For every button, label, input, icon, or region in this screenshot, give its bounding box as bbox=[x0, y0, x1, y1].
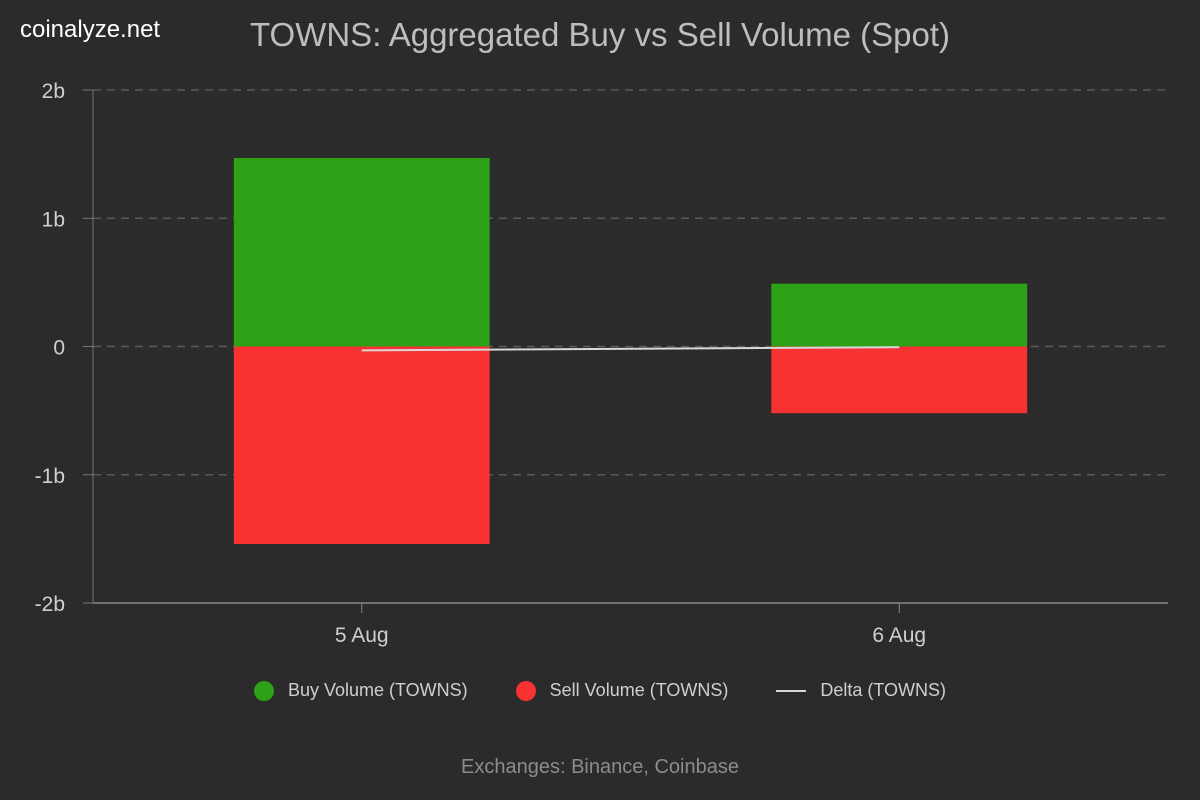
legend-label-delta: Delta (TOWNS) bbox=[820, 680, 947, 700]
y-tick-label: 0 bbox=[53, 337, 65, 360]
buy-volume-bar bbox=[233, 157, 490, 347]
y-tick-label: -1b bbox=[35, 465, 65, 488]
y-tick-label: -2b bbox=[35, 593, 65, 616]
bars bbox=[233, 157, 1028, 545]
gridlines bbox=[93, 89, 1168, 476]
legend-item-delta[interactable]: Delta (TOWNS) bbox=[776, 680, 946, 701]
delta-swatch bbox=[776, 689, 807, 692]
legend-item-sell[interactable]: Sell Volume (TOWNS) bbox=[515, 680, 729, 701]
delta-line-layer bbox=[361, 346, 900, 352]
sell-volume-bar bbox=[771, 346, 1028, 414]
chart-title: TOWNS: Aggregated Buy vs Sell Volume (Sp… bbox=[249, 16, 951, 53]
sell-volume-swatch bbox=[515, 680, 536, 701]
delta-line bbox=[361, 346, 900, 352]
buy-volume-bar bbox=[771, 283, 1028, 347]
y-tick-label: 2b bbox=[42, 80, 65, 103]
legend: Buy Volume (TOWNS) Sell Volume (TOWNS) D… bbox=[0, 680, 1200, 701]
buy-volume-swatch bbox=[253, 680, 274, 701]
brand-logo[interactable]: coinalyze.net bbox=[20, 16, 161, 43]
x-tick-label: 6 Aug bbox=[872, 624, 926, 647]
exchanges-footer: Exchanges: Binance, Coinbase bbox=[461, 756, 739, 778]
y-tick-label: 1b bbox=[42, 208, 65, 231]
x-tick-label: 5 Aug bbox=[335, 624, 389, 647]
axes bbox=[83, 89, 1168, 613]
legend-item-buy[interactable]: Buy Volume (TOWNS) bbox=[253, 680, 468, 701]
legend-label-buy: Buy Volume (TOWNS) bbox=[287, 680, 468, 700]
legend-label-sell: Sell Volume (TOWNS) bbox=[549, 680, 729, 700]
sell-volume-bar bbox=[233, 346, 490, 545]
tick-labels: 2b 1b 0 -1b -2b 5 Aug 6 Aug bbox=[35, 80, 926, 647]
